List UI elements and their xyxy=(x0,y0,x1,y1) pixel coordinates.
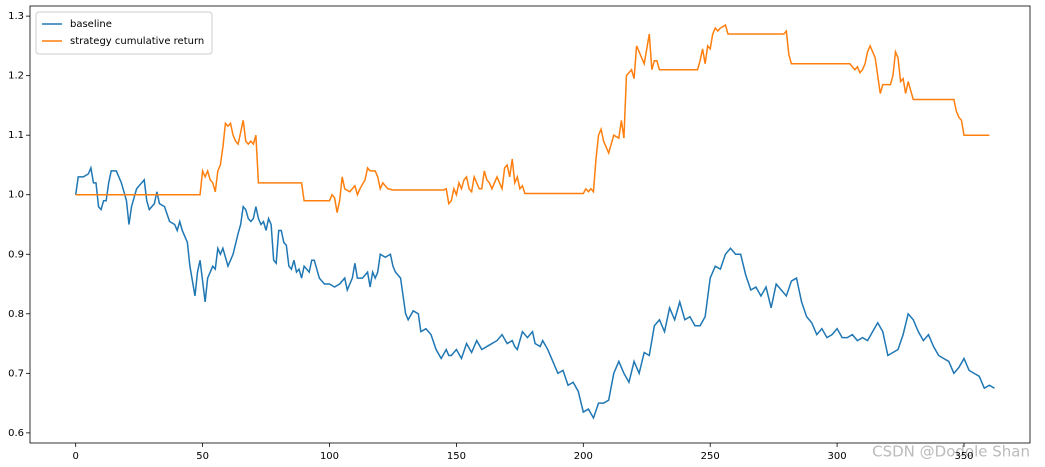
x-tick-label: 100 xyxy=(320,451,339,462)
x-tick-label: 0 xyxy=(72,451,78,462)
x-tick-label: 250 xyxy=(701,451,720,462)
y-tick-label: 0.9 xyxy=(8,249,24,260)
x-tick-label: 200 xyxy=(574,451,593,462)
x-tick-label: 350 xyxy=(954,451,973,462)
y-tick-label: 1.3 xyxy=(8,11,24,22)
line-series xyxy=(74,165,995,420)
watermark: CSDN @Dodole Shan xyxy=(872,443,1030,461)
legend-label: strategy cumulative return xyxy=(70,36,204,47)
x-tick-label: 50 xyxy=(196,451,209,462)
line-series xyxy=(75,23,990,213)
x-tick-label: 150 xyxy=(447,451,466,462)
y-tick-label: 0.6 xyxy=(8,428,24,439)
y-tick-label: 0.7 xyxy=(8,368,24,379)
legend-label: baseline xyxy=(70,19,112,30)
legend-box xyxy=(35,11,213,55)
x-tick-label: 300 xyxy=(828,451,847,462)
y-tick-label: 1.2 xyxy=(8,71,24,82)
y-tick-label: 1.0 xyxy=(8,190,24,201)
y-tick-label: 0.8 xyxy=(8,309,24,320)
plot-frame xyxy=(29,5,1031,444)
y-tick-label: 1.1 xyxy=(8,130,24,141)
legend: baseline strategy cumulative return xyxy=(35,11,213,55)
